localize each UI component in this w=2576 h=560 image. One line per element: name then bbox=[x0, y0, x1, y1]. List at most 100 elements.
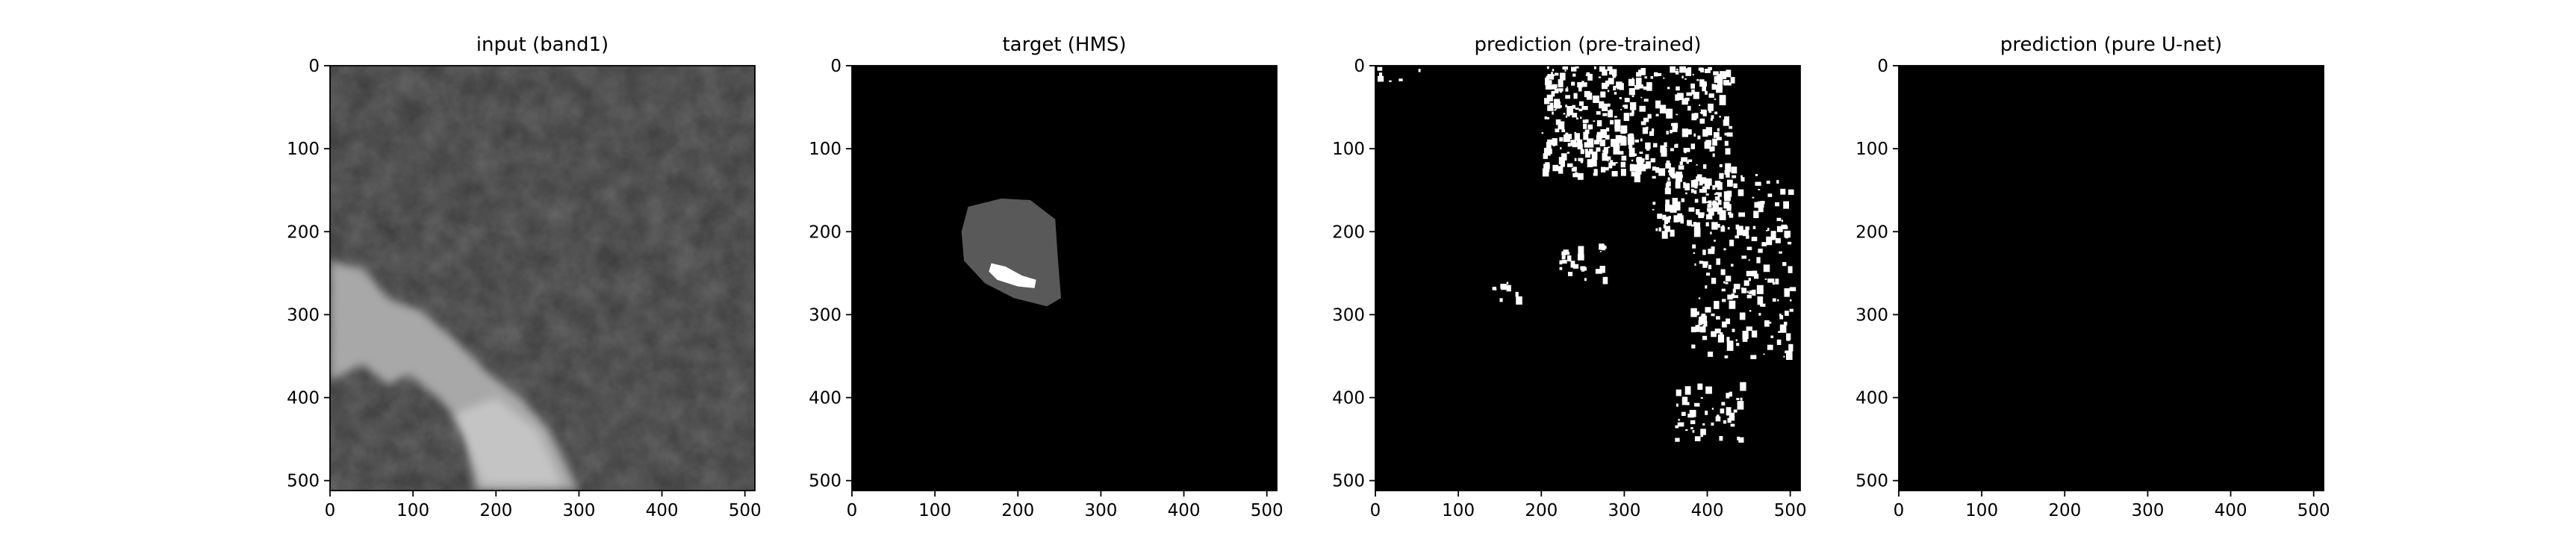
speckle bbox=[1748, 277, 1751, 281]
speckle bbox=[1663, 224, 1667, 228]
speckle bbox=[1578, 246, 1584, 254]
speckle bbox=[1746, 246, 1752, 251]
speckle bbox=[1681, 75, 1684, 79]
speckle bbox=[1717, 199, 1722, 205]
speckle bbox=[1670, 148, 1674, 152]
speckle bbox=[1697, 135, 1701, 140]
speckle bbox=[1664, 187, 1671, 195]
speckle bbox=[1629, 112, 1634, 116]
speckle bbox=[1761, 303, 1766, 307]
speckle bbox=[1740, 397, 1743, 401]
speckle bbox=[1652, 208, 1655, 211]
speckle bbox=[1712, 202, 1719, 212]
speckle bbox=[1603, 146, 1609, 154]
speckle bbox=[1761, 242, 1767, 246]
speckle bbox=[1699, 181, 1703, 186]
speckle bbox=[1772, 281, 1776, 285]
speckle bbox=[1715, 192, 1719, 195]
speckle bbox=[1783, 321, 1788, 326]
speckle bbox=[1708, 264, 1712, 270]
speckle bbox=[1714, 98, 1717, 100]
speckle bbox=[1690, 180, 1698, 188]
speckle bbox=[1705, 90, 1708, 95]
speckle bbox=[1714, 181, 1721, 187]
speckle bbox=[1555, 128, 1560, 133]
speckle bbox=[1717, 74, 1723, 79]
x-tick-label: 100 bbox=[396, 501, 429, 520]
speckle bbox=[1634, 139, 1639, 143]
speckle bbox=[1631, 95, 1634, 98]
speckle bbox=[1696, 311, 1699, 316]
speckle bbox=[1552, 84, 1558, 88]
speckle bbox=[1779, 324, 1787, 333]
speckle bbox=[1729, 412, 1735, 421]
image bbox=[1899, 66, 2324, 491]
speckle bbox=[1587, 73, 1593, 81]
speckle bbox=[1631, 78, 1634, 79]
speckle bbox=[1714, 75, 1720, 83]
speckle bbox=[1551, 90, 1555, 97]
speckle bbox=[1710, 118, 1713, 121]
speckle bbox=[1681, 396, 1688, 405]
speckle bbox=[1630, 102, 1637, 111]
speckle bbox=[1737, 436, 1740, 441]
speckle bbox=[1578, 87, 1582, 92]
speckle bbox=[1599, 139, 1605, 146]
speckle bbox=[1708, 66, 1712, 71]
speckle bbox=[1723, 420, 1727, 424]
speckle bbox=[1736, 343, 1740, 346]
y-tick-label: 200 bbox=[809, 223, 841, 242]
speckle bbox=[1580, 116, 1582, 119]
speckle bbox=[1611, 69, 1617, 77]
speckle bbox=[1555, 108, 1558, 110]
speckle bbox=[1492, 287, 1496, 290]
y-tick-label: 100 bbox=[287, 140, 320, 159]
speckle bbox=[1726, 179, 1733, 187]
speckle bbox=[1559, 72, 1566, 81]
speckle bbox=[1665, 111, 1669, 116]
speckle bbox=[1565, 115, 1568, 118]
speckle bbox=[1628, 144, 1633, 149]
speckle bbox=[1623, 113, 1630, 121]
x-tick-label: 200 bbox=[1525, 501, 1558, 520]
speckle bbox=[1613, 171, 1616, 173]
speckle bbox=[1779, 314, 1782, 317]
speckle bbox=[1577, 253, 1584, 261]
speckle bbox=[1624, 97, 1630, 102]
speckle bbox=[1571, 81, 1575, 86]
speckle bbox=[1758, 248, 1763, 253]
speckle bbox=[1619, 97, 1623, 99]
speckle bbox=[1708, 249, 1715, 255]
speckle bbox=[1676, 68, 1679, 71]
speckle bbox=[1620, 125, 1628, 134]
speckle bbox=[1694, 402, 1700, 407]
speckle bbox=[1698, 297, 1701, 299]
image bbox=[330, 66, 755, 491]
axes-frame bbox=[329, 65, 756, 491]
speckle bbox=[1776, 339, 1782, 346]
speckle bbox=[1755, 174, 1758, 176]
speckle bbox=[1660, 145, 1667, 153]
speckle bbox=[1745, 235, 1749, 239]
speckle bbox=[1752, 289, 1756, 296]
speckle bbox=[1785, 311, 1789, 316]
speckle bbox=[1494, 288, 1497, 290]
image-background bbox=[1375, 66, 1800, 491]
speckle bbox=[1776, 180, 1779, 184]
speckle bbox=[1691, 89, 1695, 95]
speckle bbox=[1601, 103, 1608, 111]
speckle bbox=[1714, 301, 1720, 309]
speckle bbox=[1707, 351, 1714, 357]
speckle bbox=[1780, 188, 1786, 195]
speckle bbox=[1692, 430, 1695, 433]
speckle bbox=[1558, 88, 1564, 92]
axes-frame bbox=[851, 65, 1278, 491]
speckle bbox=[1547, 105, 1554, 111]
speckle bbox=[1777, 299, 1779, 302]
speckle bbox=[1705, 386, 1712, 394]
speckle bbox=[1646, 82, 1652, 91]
speckle bbox=[1640, 138, 1643, 142]
speckle bbox=[1711, 84, 1717, 90]
speckle bbox=[1694, 113, 1699, 119]
